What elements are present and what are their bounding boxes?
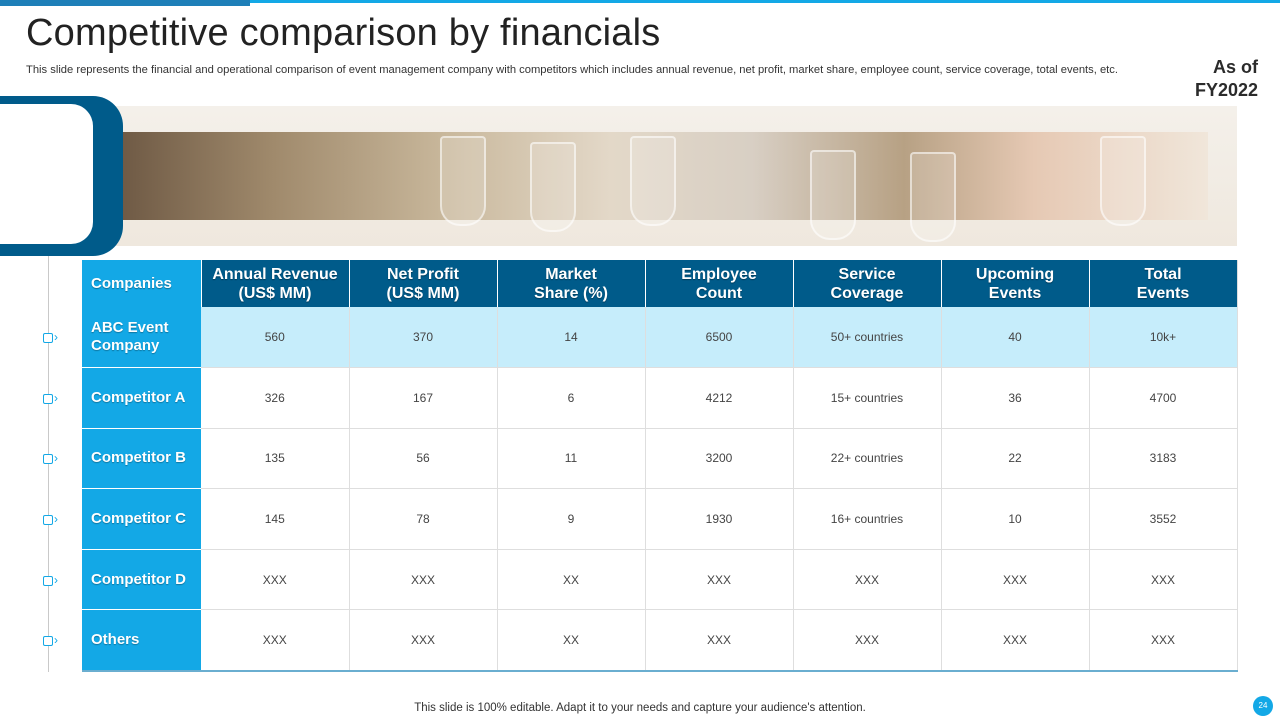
table-cell: 14 [497,307,646,369]
row-company-name: Competitor A [82,367,201,429]
table-cell: 78 [349,488,498,550]
table-cell: 370 [349,307,498,369]
table-cell: 15+ countries [793,367,942,429]
table-cell: 11 [497,428,646,490]
top-accent-bar-dark [0,0,250,6]
table-cell: 145 [201,488,350,550]
row-company-name: Others [82,609,201,672]
as-of-line1: As of [1213,57,1258,77]
table-cell: 3200 [645,428,794,490]
as-of-label: As of FY2022 [1148,56,1258,102]
table-cell: XXX [1089,609,1238,672]
table-cell: 3183 [1089,428,1238,490]
row-company-name: Competitor C [82,488,201,550]
header-employee-count: Employee Count [645,260,794,307]
table-row: Competitor D XXX XXX XX XXX XXX XXX XXX [82,549,1238,611]
table-cell: 6 [497,367,646,429]
top-accent-bar [0,0,1280,6]
page-subtitle: This slide represents the financial and … [26,64,1118,76]
row-bullet-icon: › [43,451,63,465]
as-of-card-inner [0,104,93,244]
table-cell: 50+ countries [793,307,942,369]
comparison-table: Companies Annual Revenue (US$ MM) Net Pro… [82,260,1238,672]
row-bullet-icon: › [43,633,63,647]
table-row: ABC Event Company 560 370 14 6500 50+ cou… [82,307,1238,369]
as-of-line2: FY2022 [1194,80,1258,100]
table-cell: XXX [645,609,794,672]
wine-glass-shape [530,142,576,232]
row-company-name: Competitor D [82,549,201,611]
footer-note: This slide is 100% editable. Adapt it to… [414,702,866,714]
table-cell: XXX [793,549,942,611]
table-cell: 3552 [1089,488,1238,550]
row-bullet-icon: › [43,330,63,344]
table-cell: XXX [1089,549,1238,611]
table-cell: 1930 [645,488,794,550]
table-cell: XXX [349,609,498,672]
table-cell: XXX [941,549,1090,611]
table-cell: 9 [497,488,646,550]
table-cell: 16+ countries [793,488,942,550]
table-cell: XXX [201,609,350,672]
table-header-row: Companies Annual Revenue (US$ MM) Net Pro… [82,260,1238,307]
header-net-profit: Net Profit (US$ MM) [349,260,498,307]
header-companies: Companies [82,260,202,307]
table-row: Others XXX XXX XX XXX XXX XXX XXX [82,609,1238,672]
table-cell: 560 [201,307,350,369]
table-cell: 22+ countries [793,428,942,490]
table-row: Competitor C 145 78 9 1930 16+ countries… [82,488,1238,550]
wine-glass-shape [910,152,956,242]
table-cell: 40 [941,307,1090,369]
wine-glass-shape [630,136,676,226]
table-cell: XX [497,549,646,611]
table-row: Competitor A 326 167 6 4212 15+ countrie… [82,367,1238,429]
page-title: Competitive comparison by financials [26,12,661,54]
wine-glass-shape [440,136,486,226]
table-cell: XXX [201,549,350,611]
table-cell: 22 [941,428,1090,490]
table-cell: 56 [349,428,498,490]
table-row: Competitor B 135 56 11 3200 22+ countrie… [82,428,1238,490]
row-company-name: Competitor B [82,428,201,490]
table-cell: XXX [645,549,794,611]
table-cell: 36 [941,367,1090,429]
table-cell: XXX [941,609,1090,672]
header-service-coverage: Service Coverage [793,260,942,307]
table-cell: XXX [349,549,498,611]
header-total-events: Total Events [1089,260,1238,307]
top-accent-bar-light [250,0,1280,3]
banner-image [110,106,1237,246]
row-bullet-icon: › [43,512,63,526]
table-cell: 10 [941,488,1090,550]
table-cell: 6500 [645,307,794,369]
table-cell: 4212 [645,367,794,429]
table-cell: 135 [201,428,350,490]
wine-glass-shape [1100,136,1146,226]
row-bullet-icon: › [43,573,63,587]
page-number-badge: 24 [1253,696,1273,716]
table-cell: XXX [793,609,942,672]
row-company-name: ABC Event Company [82,307,201,369]
as-of-card [0,96,123,256]
table-cell: XX [497,609,646,672]
table-cell: 326 [201,367,350,429]
table-cell: 4700 [1089,367,1238,429]
table-cell: 167 [349,367,498,429]
table-cell: 10k+ [1089,307,1238,369]
row-bullet-icon: › [43,391,63,405]
header-upcoming-events: Upcoming Events [941,260,1090,307]
timeline-line [48,256,49,672]
wine-glass-shape [810,150,856,240]
header-market-share: Market Share (%) [497,260,646,307]
header-annual-revenue: Annual Revenue (US$ MM) [201,260,350,307]
